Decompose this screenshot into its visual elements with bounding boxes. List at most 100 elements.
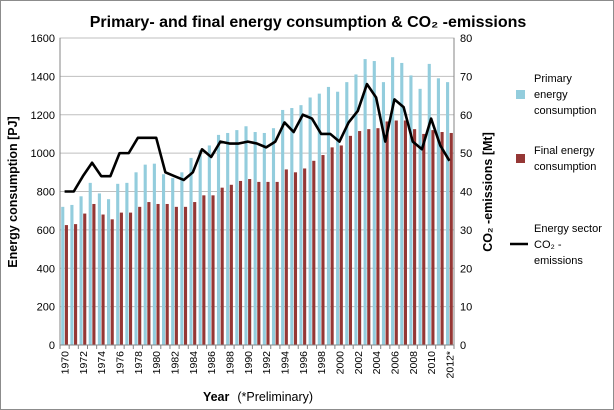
bar-primary-1986 <box>207 145 211 345</box>
y-right-tick-label: 80 <box>460 33 472 45</box>
y-right-tick-label: 20 <box>460 263 472 275</box>
bar-final-1982 <box>174 206 178 345</box>
bar-final-1972 <box>83 213 87 345</box>
bar-primary-1999 <box>326 86 331 345</box>
bar-final-1978 <box>138 206 142 345</box>
bar-primary-1970 <box>61 206 65 345</box>
bar-final-1971 <box>74 224 78 345</box>
y-left-tick-label: 1400 <box>31 71 55 83</box>
bar-primary-1974 <box>97 193 101 345</box>
bar-primary-1989 <box>235 130 239 345</box>
legend-label: emissions <box>534 255 583 267</box>
bar-final-1993 <box>275 181 279 345</box>
bar-final-2011 <box>440 132 444 345</box>
y-left-tick-label: 1000 <box>31 148 55 160</box>
bar-final-2010 <box>431 130 435 345</box>
x-axis-label: Year <box>203 390 230 404</box>
bar-final-1979 <box>147 202 151 345</box>
bar-final-1973 <box>92 203 96 345</box>
bar-primary-2008 <box>409 75 413 346</box>
bar-primary-1978 <box>134 172 138 345</box>
bar-final-1977 <box>128 212 133 345</box>
y-left-tick-label: 600 <box>37 225 55 237</box>
bar-primary-1983 <box>180 172 184 345</box>
bar-primary-2007 <box>400 62 404 345</box>
bar-final-2008 <box>413 129 417 345</box>
x-tick-label: 1992 <box>261 351 273 375</box>
bar-final-1985 <box>202 195 206 345</box>
bar-final-1980 <box>156 203 160 345</box>
x-tick-label: 1996 <box>298 351 310 375</box>
bar-final-2002 <box>358 131 362 345</box>
x-axis-note: (*Preliminary) <box>237 390 313 404</box>
left-y-ticks: 0 200 400 600 800 1000 1200 1400 1600 <box>31 33 55 352</box>
bar-final-1983 <box>183 206 188 345</box>
bar-primary-1972 <box>79 196 83 345</box>
x-tick-label: 1978 <box>133 351 145 375</box>
bar-primary-2012* <box>446 82 450 345</box>
legend-label: CO₂ - <box>534 239 562 251</box>
bar-primary-2011 <box>436 78 440 345</box>
bar-final-1992 <box>266 181 270 345</box>
x-tick-label: 1972 <box>78 351 90 375</box>
x-tick-label: 2008 <box>408 351 420 375</box>
x-tick-label: 1974 <box>96 351 108 375</box>
bar-primary-1973 <box>88 182 92 345</box>
bar-final-2001 <box>348 135 353 345</box>
bar-primary-1981 <box>161 174 166 345</box>
x-ticks: 1970 1972 1974 1976 1978 1980 1982 1984 1986 1988… <box>60 351 457 379</box>
bar-final-1995 <box>293 172 298 345</box>
legend-label: Energy sector <box>534 223 602 235</box>
legend-label: Primary <box>534 73 572 85</box>
bar-primary-2006 <box>391 57 395 345</box>
bar-final-1986 <box>211 195 215 345</box>
bar-primary-1971 <box>70 204 74 345</box>
bar-final-2004 <box>376 128 380 345</box>
y-left-tick-label: 0 <box>49 340 55 352</box>
x-tick-label: 1982 <box>170 351 182 375</box>
bar-final-2000 <box>339 145 343 345</box>
bar-primary-2010 <box>427 63 431 345</box>
bar-primary-2000 <box>336 91 340 345</box>
bar-primary-2005 <box>381 82 386 345</box>
bar-primary-1984 <box>189 157 193 345</box>
x-axis-title: Year (*Preliminary) <box>203 388 313 405</box>
bar-final-1999 <box>330 147 334 345</box>
bar-final-1994 <box>284 169 288 345</box>
legend-label: consumption <box>534 161 596 173</box>
y-left-tick-label: 400 <box>37 263 55 275</box>
x-tick-label: 1984 <box>188 351 200 375</box>
right-y-ticks: 0 10 20 30 40 50 60 70 80 <box>460 33 472 352</box>
y-right-tick-label: 50 <box>460 148 472 160</box>
legend-swatch <box>516 154 525 163</box>
x-tick-label: 1980 <box>151 351 163 375</box>
bar-primary-1977 <box>125 182 129 345</box>
bar-primary-2001 <box>345 82 349 345</box>
bar-primary-1980 <box>152 163 156 345</box>
legend-label: energy <box>534 89 568 101</box>
y-right-tick-label: 10 <box>460 302 472 314</box>
x-tick-label: 1994 <box>279 351 291 375</box>
bar-final-1975 <box>110 219 114 345</box>
bar-final-1976 <box>119 212 123 345</box>
y-right-tick-label: 30 <box>460 225 472 237</box>
y-left-tick-label: 800 <box>37 187 55 199</box>
bar-final-1989 <box>238 180 243 345</box>
y-left-tick-label: 1200 <box>31 110 55 122</box>
x-tick-label: 1986 <box>206 351 218 375</box>
bar-primary-1990 <box>244 126 248 345</box>
bar-primary-2003 <box>363 59 367 345</box>
y-axis-right-title: CO₂ -emissions [Mt] <box>481 132 495 251</box>
bar-primary-1979 <box>143 164 147 345</box>
y-right-tick-label: 60 <box>460 110 472 122</box>
x-tick-label: 1970 <box>60 351 72 375</box>
x-tick-label: 1988 <box>225 351 237 375</box>
bar-final-2009 <box>422 133 426 345</box>
axes <box>59 38 455 349</box>
legend-label: consumption <box>534 105 596 117</box>
bar-primary-1995 <box>290 108 294 345</box>
bar-final-2012* <box>449 132 453 345</box>
bar-final-1996 <box>303 168 307 345</box>
y-left-tick-label: 1600 <box>31 33 55 45</box>
emissions-line-group <box>64 82 451 193</box>
